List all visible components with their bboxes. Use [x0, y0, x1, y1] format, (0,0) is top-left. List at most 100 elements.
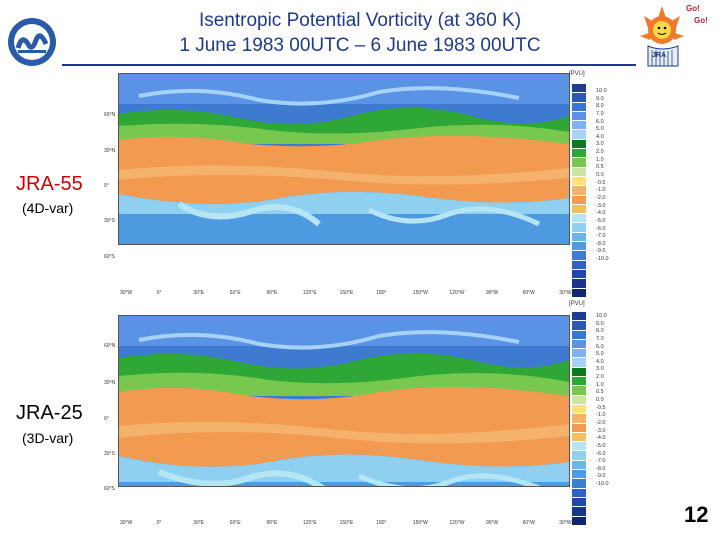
- colorbar-swatch: [572, 470, 586, 480]
- colorbar-tick-label: -6.0: [596, 225, 606, 232]
- colorbar-tick-label: -3.0: [596, 202, 606, 209]
- colorbar-tick-label: 6.0: [596, 343, 604, 350]
- colorbar-tick-label: -9.0: [596, 473, 606, 480]
- colorbar-swatch: [572, 139, 586, 150]
- mascot-text-1: Go!: [686, 4, 700, 13]
- panel-label-jra25: JRA-25: [16, 402, 83, 424]
- colorbar-tick-label: -0.5: [596, 404, 606, 411]
- longitude-label: 120°W: [449, 520, 465, 526]
- colorbar-swatch: [572, 349, 586, 359]
- colorbar-swatch: [572, 176, 586, 187]
- colorbar-swatch: [572, 260, 586, 270]
- colorbar-tick-label: 3.0: [596, 366, 604, 373]
- colorbar-tick-label: -2.0: [596, 419, 606, 426]
- colorbar-swatch: [572, 488, 586, 498]
- colorbar-tick-label: 10.0: [596, 313, 607, 319]
- title-line-1: Isentropic Potential Vorticity (at 360 K…: [198, 10, 522, 31]
- colorbar-swatch: [572, 507, 586, 517]
- latitude-label: 30°S: [104, 451, 115, 457]
- longitude-label: 60°E: [229, 520, 241, 526]
- longitude-label: 150°W: [412, 290, 428, 296]
- colorbar-tick-label: 6.0: [596, 118, 604, 125]
- colorbar-swatch: [572, 451, 586, 461]
- colorbar-swatch: [572, 516, 586, 526]
- mascot-text-3: JRA: [652, 52, 667, 59]
- colorbar-tick-label: 5.0: [596, 351, 604, 358]
- longitude-label: 150°E: [339, 290, 354, 296]
- colorbar-tick-label: 4.0: [596, 133, 604, 140]
- colorbar-swatch: [572, 358, 586, 368]
- longitude-label: 30°E: [193, 290, 205, 296]
- colorbar-swatch: [572, 93, 586, 103]
- longitude-label: 120°W: [449, 290, 465, 296]
- colorbar-swatch: [572, 404, 586, 415]
- latitude-label: 0°: [104, 416, 109, 422]
- colorbar-tick-label: 9.0: [596, 320, 604, 327]
- colorbar-tick-label: -1.0: [596, 412, 606, 419]
- colorbar-swatch: [572, 130, 586, 140]
- colorbar-tick-label: 2.0: [596, 374, 604, 381]
- colorbar-swatch: [572, 321, 586, 331]
- colorbar-tick-label: -4.0: [596, 435, 606, 442]
- colorbar-tick-label: -2.0: [596, 194, 606, 201]
- colorbar-swatch: [572, 460, 586, 471]
- longitude-label: 90°W: [486, 290, 499, 296]
- colorbar-swatch: [572, 186, 586, 196]
- colorbar-labels: 10.0 9.0 8.0 7.0 6.0 5.0 4.0 3.0 2.0 1.0 0.5 0.0 -0.…: [596, 88, 609, 264]
- colorbar-tick-label: 7.0: [596, 110, 604, 117]
- colorbar-tick-label: 7.0: [596, 335, 604, 342]
- colorbar-swatch: [572, 423, 586, 433]
- colorbar-swatch: [572, 121, 586, 131]
- longitude-label: 120°E: [303, 520, 317, 526]
- colorbar-swatch: [572, 432, 586, 443]
- latitude-label: 30°S: [104, 218, 115, 224]
- latitude-label: 0°: [104, 183, 109, 189]
- colorbar-swatch: [572, 223, 586, 233]
- colorbar-swatch: [572, 158, 586, 168]
- colorbar-swatch: [572, 251, 586, 261]
- colorbar-swatch: [572, 204, 586, 215]
- colorbar-swatch: [572, 279, 586, 289]
- colorbar-swatch: [572, 386, 586, 396]
- latitude-label: 60°N: [104, 112, 116, 118]
- colorbar-tick-label: 0.0: [596, 172, 604, 179]
- panel-method-jra25: (3D-var): [22, 430, 74, 446]
- colorbar-swatch: [572, 214, 586, 224]
- longitude-label: 30°W: [559, 290, 572, 296]
- colorbar-swatch: [572, 149, 586, 159]
- longitude-label: 60°W: [522, 520, 535, 526]
- colorbar-tick-label: 0.5: [596, 389, 604, 396]
- longitude-label: 180°: [376, 520, 387, 526]
- colorbar-swatch: [572, 414, 586, 424]
- longitude-label: 90°E: [266, 520, 278, 526]
- colorbar-swatch: [572, 367, 586, 378]
- colorbar-tick-label: 9.0: [596, 95, 604, 102]
- colorbar-swatch: [572, 442, 586, 452]
- longitude-label: 30°W: [120, 520, 133, 526]
- colorbar-swatch: [572, 111, 586, 122]
- colorbar-swatch: [572, 242, 586, 252]
- colorbar-tick-label: 2.0: [596, 149, 604, 156]
- colorbar-tick-label: 1.0: [596, 381, 604, 388]
- colorbar-swatch: [572, 339, 586, 350]
- colorbar-tick-label: 10.0: [596, 88, 607, 94]
- colorbar-tick-label: -6.0: [596, 450, 606, 457]
- longitude-label: 0°: [156, 290, 162, 296]
- pv-map-jra25: [118, 315, 570, 487]
- latitude-label: 30°N: [104, 148, 116, 154]
- colorbar-labels: 10.0 9.0 8.0 7.0 6.0 5.0 4.0 3.0 2.0 1.0 0.5 0.0 -0.…: [596, 313, 609, 489]
- longitude-label: 90°E: [266, 290, 278, 296]
- colorbar-tick-label: 4.0: [596, 358, 604, 365]
- colorbar-swatch: [572, 269, 586, 280]
- colorbar-tick-label: -3.0: [596, 427, 606, 434]
- colorbar-tick-label: -8.0: [596, 240, 606, 247]
- colorbar-tick-label: 5.0: [596, 126, 604, 133]
- colorbar-tick-label: -1.0: [596, 187, 606, 194]
- colorbar-unit: [PVU]: [569, 301, 585, 307]
- pv-map-jra55: [118, 73, 570, 245]
- colorbar-tick-label: 8.0: [596, 328, 604, 335]
- colorbar-swatch: [572, 167, 586, 177]
- colorbar-tick-label: -4.0: [596, 210, 606, 217]
- colorbar: [572, 84, 586, 298]
- longitude-label: 60°W: [522, 290, 535, 296]
